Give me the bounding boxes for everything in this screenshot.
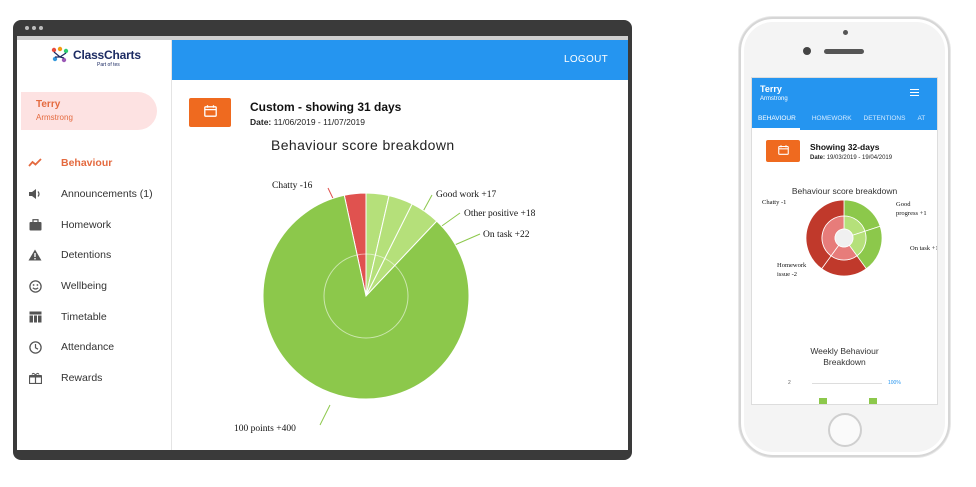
pie-slice-100-points-400[interactable] (262, 194, 470, 400)
calendar-icon (203, 104, 217, 122)
briefcase-icon (27, 217, 43, 233)
hamburger-menu-icon[interactable] (910, 89, 919, 97)
phone-pie-label: Chatty -1 (762, 199, 786, 206)
sidebar-item-label: Behaviour (61, 157, 113, 170)
pie-leader-line (319, 404, 331, 426)
sidebar-item-attendance[interactable]: Attendance (17, 332, 172, 363)
gift-icon (27, 370, 43, 386)
window-dots (25, 26, 43, 30)
phone-chart-title: Behaviour score breakdown (791, 186, 898, 196)
classcharts-logo[interactable]: ClassCharts Part of tes (49, 44, 149, 74)
phone-behaviour-pie-chart: Chatty -1 Good progress +1 On task +1 Homewo… (762, 199, 938, 278)
weekly-breakdown-title: Weekly Behaviour Breakdown (810, 346, 879, 367)
phone-tabs: BEHAVIOUR HOMEWORK DETENTIONS AT (752, 110, 937, 130)
user-last-name: Armstrong (36, 113, 73, 122)
tab-detentions[interactable]: DETENTIONS (863, 115, 906, 122)
home-button[interactable] (828, 413, 862, 447)
sidebar-item-wellbeing[interactable]: Wellbeing (17, 271, 172, 302)
sidebar: ClassCharts Part of tes Terry Armstrong … (17, 40, 172, 450)
pie-label: Other positive +18 (464, 209, 536, 219)
logout-button[interactable]: LOGOUT (563, 54, 608, 65)
sidebar-item-timetable[interactable]: Timetable (17, 301, 172, 332)
sidebar-item-label: Homework (61, 218, 112, 231)
weekly-axis-right: 100% (888, 380, 901, 386)
warning-icon (27, 247, 43, 263)
sidebar-item-label: Rewards (61, 372, 103, 385)
pie-label: 100 points +400 (234, 424, 296, 434)
tab-homework[interactable]: HOMEWORK (811, 115, 852, 122)
top-header: LOGOUT (172, 40, 628, 80)
sidebar-item-label: Attendance (61, 341, 115, 354)
pie-label: Chatty -16 (272, 181, 313, 191)
table-icon (27, 309, 43, 325)
speaker-icon (27, 186, 43, 202)
weekly-axis-left: 2 (788, 380, 791, 386)
sidebar-item-label: Announcements (1) (61, 188, 153, 201)
weekly-bar (819, 398, 827, 404)
sidebar-item-homework[interactable]: Homework (17, 209, 172, 240)
trend-line-icon (27, 155, 43, 171)
phone-frame: Terry Armstrong BEHAVIOUR HOMEWORK DETEN… (739, 17, 950, 457)
phone-screen: Terry Armstrong BEHAVIOUR HOMEWORK DETEN… (751, 77, 938, 405)
user-first-name: Terry (36, 99, 61, 110)
calendar-icon (777, 142, 789, 160)
phone-pie-label: On task +1 (910, 245, 938, 252)
pie-inner-ring (323, 253, 409, 339)
logo-brand: ClassCharts (73, 48, 141, 62)
pie-label: On task +22 (483, 230, 530, 240)
pie-label: Good work +17 (436, 190, 496, 200)
logo-subtitle: Part of tes (97, 62, 120, 68)
sidebar-item-detentions[interactable]: Detentions (17, 240, 172, 271)
tab-attendance[interactable]: AT (917, 115, 926, 122)
smiley-icon (27, 278, 43, 294)
sidebar-item-rewards[interactable]: Rewards (17, 363, 172, 394)
phone-user-last-name: Armstrong (760, 96, 788, 102)
weekly-bar (869, 398, 877, 404)
phone-pie-label: Good (896, 201, 911, 208)
classcharts-logo-icon (51, 46, 69, 63)
sidebar-item-label: Timetable (61, 310, 107, 323)
phone-pie-label: issue -2 (777, 271, 797, 278)
phone-date-range-value: Date: 19/03/2019 - 19/04/2019 (810, 155, 893, 161)
date-range-button[interactable] (189, 98, 231, 127)
camera (803, 47, 811, 55)
behaviour-pie-chart: Chatty -16 Good work +17 Other positive +1… (234, 181, 536, 434)
phone-date-range-button[interactable] (766, 140, 800, 162)
date-range-title: Custom - showing 31 days (250, 100, 402, 114)
date-range-value: Date: 11/06/2019 - 11/07/2019 (250, 117, 366, 127)
tab-behaviour[interactable]: BEHAVIOUR (752, 110, 800, 130)
phone-pie-label: progress +1 (896, 210, 927, 217)
speaker (824, 49, 864, 54)
clock-icon (27, 339, 43, 355)
chart-title: Behaviour score breakdown (271, 137, 455, 153)
phone-pie-label: Homework (777, 262, 807, 269)
sidebar-item-label: Detentions (61, 249, 112, 262)
sidebar-nav: Behaviour Announcements (1) Homework (17, 148, 172, 394)
phone-user-first-name: Terry (760, 84, 782, 94)
phone-header: Terry Armstrong (752, 78, 937, 110)
phone-pie-center (834, 228, 854, 248)
sidebar-item-label: Wellbeing (61, 280, 107, 293)
sidebar-item-behaviour[interactable]: Behaviour (17, 148, 172, 179)
sidebar-item-announcements[interactable]: Announcements (1) (17, 179, 172, 210)
user-profile[interactable]: Terry Armstrong (21, 92, 157, 130)
phone-date-range-title: Showing 32-days (810, 142, 880, 152)
